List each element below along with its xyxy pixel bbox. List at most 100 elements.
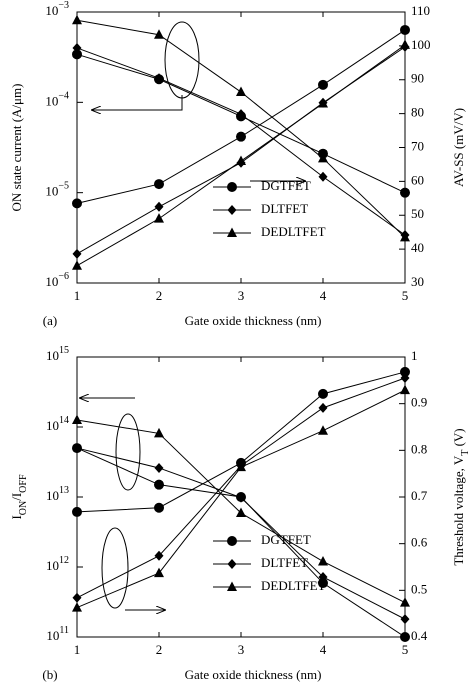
- legend-marker: [227, 182, 237, 192]
- marker: [400, 384, 410, 395]
- marker: [318, 152, 328, 163]
- x-tick-label: 1: [74, 642, 81, 657]
- label-part: ON state current (A/μm): [9, 84, 24, 212]
- panel-label: (b): [42, 667, 57, 682]
- marker: [318, 79, 328, 90]
- legend-label: DLTFET: [261, 201, 308, 216]
- marker: [72, 42, 82, 53]
- arrow: [92, 95, 183, 110]
- marker: [400, 187, 410, 198]
- marker: [154, 179, 164, 190]
- marker: [318, 388, 328, 399]
- marker: [154, 201, 164, 212]
- y2-tick-label: 0.4: [411, 628, 428, 643]
- series-line: [76, 371, 406, 513]
- y-axis-label: ON state current (A/μm): [9, 84, 24, 212]
- y2-tick-label: 0.7: [411, 488, 428, 503]
- y-tick-base: 10: [45, 274, 58, 289]
- y2-tick-label: 100: [411, 37, 431, 52]
- marker: [318, 578, 328, 589]
- series-line: [76, 447, 406, 620]
- y-tick-exponent: −6: [58, 271, 69, 282]
- y-tick-label: 1013: [46, 485, 69, 503]
- marker: [318, 97, 328, 108]
- legend-marker: [227, 581, 237, 591]
- plot-frame: [76, 11, 406, 284]
- y-tick-label: 1011: [46, 625, 69, 643]
- marker: [154, 73, 164, 84]
- ellipse: [101, 527, 129, 609]
- y2-tick-label: 0.5: [411, 581, 427, 596]
- marker: [400, 39, 410, 49]
- y2-tick-label: 90: [411, 71, 424, 86]
- y-tick-label: 1015: [46, 345, 69, 363]
- marker: [154, 502, 164, 513]
- y2-tick-label: 50: [411, 206, 424, 221]
- marker: [154, 550, 164, 561]
- x-tick-label: 2: [156, 642, 163, 657]
- y2-tick-label: 60: [411, 172, 424, 187]
- marker: [236, 109, 246, 120]
- marker: [400, 373, 410, 383]
- y-tick-exponent: −4: [58, 91, 69, 102]
- series-line: [76, 53, 406, 194]
- marker: [400, 597, 410, 607]
- marker: [72, 443, 82, 454]
- label-part: ON: [18, 501, 29, 515]
- y-tick-exponent: 13: [59, 485, 69, 496]
- legend-marker: [227, 205, 237, 215]
- legend-label: DLTFET: [261, 555, 308, 570]
- marker: [318, 171, 328, 182]
- series-line: [76, 377, 406, 599]
- y2-axis-label: Threshold voltage, VT (V): [451, 428, 471, 565]
- x-tick-label: 4: [320, 288, 327, 303]
- marker: [318, 571, 328, 582]
- y-tick-base: 10: [45, 3, 58, 18]
- y2-tick-label: 80: [411, 105, 424, 120]
- marker: [236, 461, 246, 472]
- x-tick-label: 5: [402, 288, 409, 303]
- legend-label: DGTFET: [261, 178, 311, 193]
- label-part: (V): [451, 428, 466, 449]
- x-axis-label: Gate oxide thickness (nm): [185, 313, 322, 328]
- y-tick-base: 10: [45, 184, 58, 199]
- legend-marker: [227, 227, 237, 237]
- marker: [154, 213, 164, 223]
- marker: [318, 402, 328, 413]
- x-tick-label: 1: [74, 288, 81, 303]
- y-tick-exponent: 14: [59, 415, 69, 426]
- y2-tick-label: 1: [411, 348, 418, 363]
- marker: [154, 479, 164, 490]
- marker: [400, 614, 410, 625]
- y-tick-exponent: 15: [59, 345, 69, 356]
- y2-tick-label: 0.9: [411, 395, 427, 410]
- y-axis-label: ION/IOFF: [9, 474, 29, 520]
- y-tick-label: 10−4: [45, 91, 69, 109]
- marker: [72, 260, 82, 270]
- marker: [72, 592, 82, 603]
- label-part: T: [460, 450, 471, 456]
- ellipse: [115, 413, 141, 491]
- marker: [154, 567, 164, 578]
- marker: [72, 506, 82, 517]
- label-part: I: [9, 515, 24, 519]
- marker: [236, 86, 246, 97]
- y-tick-label: 1012: [46, 555, 69, 573]
- y2-tick-label: 70: [411, 138, 424, 153]
- annotations-a: [92, 21, 305, 181]
- marker: [318, 555, 328, 566]
- marker: [154, 29, 164, 39]
- marker: [72, 198, 82, 209]
- marker: [236, 155, 246, 166]
- y-tick-exponent: −5: [58, 181, 69, 192]
- ellipse: [164, 21, 200, 99]
- y-tick-base: 10: [45, 93, 58, 108]
- marker: [236, 131, 246, 142]
- y2-tick-label: 0.8: [411, 441, 427, 456]
- series-line: [76, 447, 406, 638]
- label-part: OFF: [18, 474, 29, 493]
- marker: [318, 425, 328, 435]
- x-tick-label: 3: [238, 642, 245, 657]
- x-axis-label: Gate oxide thickness (nm): [185, 667, 322, 682]
- y-tick-base: 10: [46, 628, 59, 643]
